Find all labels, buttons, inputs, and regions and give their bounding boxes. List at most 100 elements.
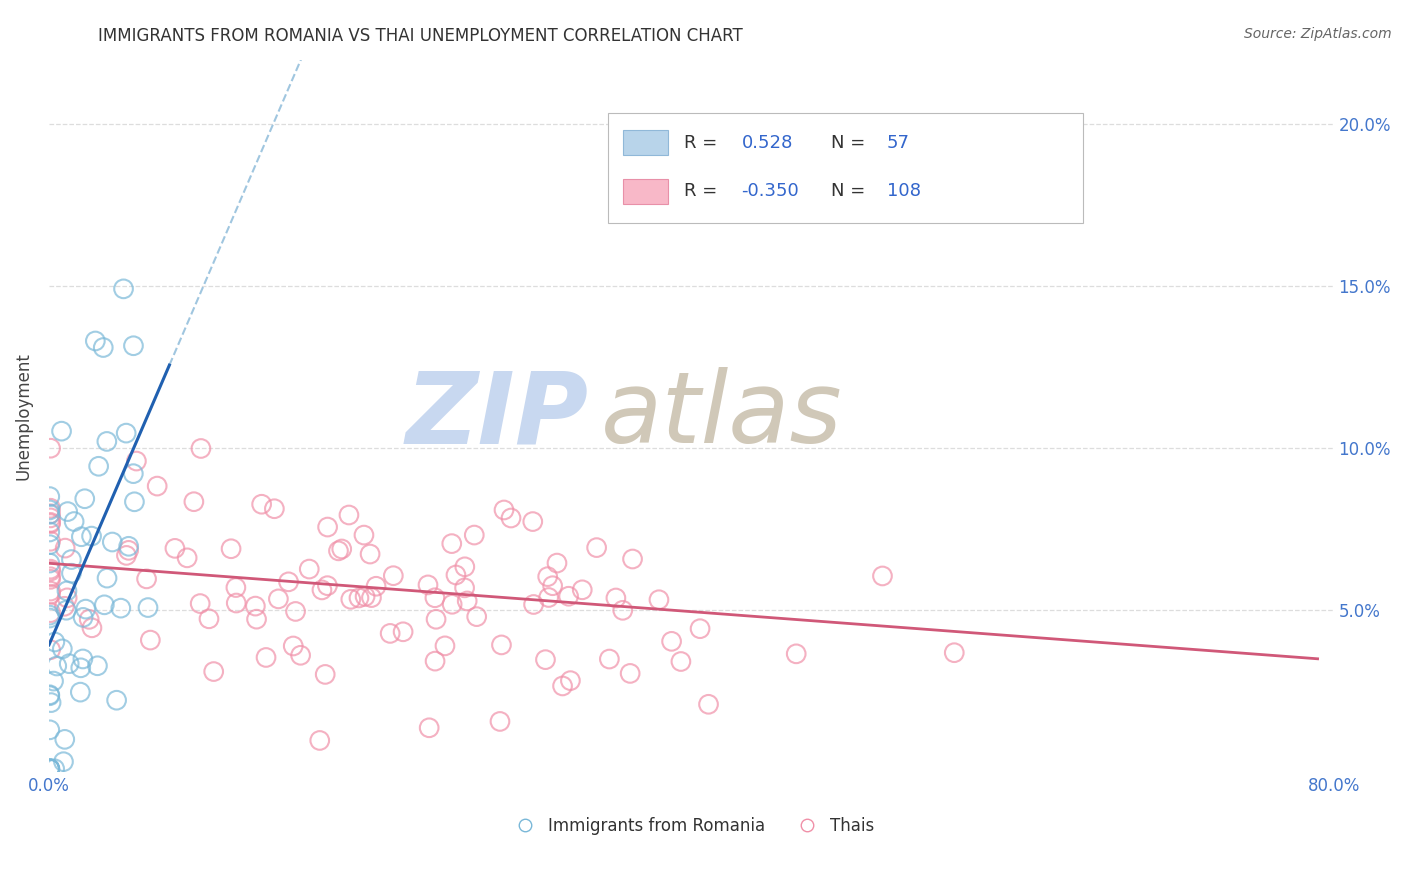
Point bbox=[146, 479, 169, 493]
Point bbox=[70, 530, 93, 544]
Point bbox=[557, 589, 579, 603]
Point bbox=[359, 547, 381, 561]
Point bbox=[112, 282, 135, 296]
Point bbox=[53, 541, 76, 555]
Point bbox=[163, 541, 186, 556]
Point bbox=[110, 601, 132, 615]
Point bbox=[263, 501, 285, 516]
Point bbox=[96, 434, 118, 449]
Point bbox=[340, 592, 363, 607]
Point bbox=[44, 635, 66, 649]
Point bbox=[198, 612, 221, 626]
Text: N =: N = bbox=[831, 182, 872, 201]
Point bbox=[38, 688, 60, 702]
Point bbox=[440, 536, 463, 550]
Point bbox=[491, 638, 513, 652]
Point bbox=[188, 597, 211, 611]
Point bbox=[38, 762, 60, 776]
Point bbox=[73, 491, 96, 506]
Point bbox=[45, 659, 67, 673]
Point bbox=[38, 762, 60, 776]
Point bbox=[347, 591, 370, 605]
Point bbox=[190, 442, 212, 456]
Point bbox=[378, 626, 401, 640]
Legend: Immigrants from Romania, Thais: Immigrants from Romania, Thais bbox=[508, 817, 875, 835]
Point bbox=[136, 600, 159, 615]
Point bbox=[416, 578, 439, 592]
Point bbox=[605, 591, 627, 605]
Point bbox=[39, 501, 62, 516]
Point bbox=[872, 569, 894, 583]
Point bbox=[87, 459, 110, 474]
Point bbox=[697, 698, 720, 712]
Point bbox=[537, 591, 560, 605]
Point bbox=[311, 582, 333, 597]
Point bbox=[225, 596, 247, 610]
Point bbox=[115, 426, 138, 441]
Point bbox=[72, 652, 94, 666]
Point bbox=[69, 661, 91, 675]
Point bbox=[364, 579, 387, 593]
Point bbox=[316, 579, 339, 593]
Point bbox=[39, 572, 62, 586]
Point bbox=[60, 566, 83, 581]
Point bbox=[522, 515, 544, 529]
Point bbox=[39, 606, 62, 620]
Point bbox=[38, 689, 60, 703]
Point bbox=[245, 599, 267, 613]
Point bbox=[39, 441, 62, 455]
Point bbox=[38, 611, 60, 625]
Point bbox=[56, 591, 79, 605]
Point bbox=[267, 591, 290, 606]
Point bbox=[105, 693, 128, 707]
Y-axis label: Unemployment: Unemployment bbox=[15, 351, 32, 480]
Point bbox=[135, 572, 157, 586]
Point bbox=[785, 647, 807, 661]
Point bbox=[39, 562, 62, 576]
Point bbox=[80, 529, 103, 543]
Point bbox=[38, 524, 60, 539]
Point bbox=[53, 732, 76, 747]
FancyBboxPatch shape bbox=[607, 113, 1083, 224]
Point bbox=[689, 622, 711, 636]
Text: IMMIGRANTS FROM ROMANIA VS THAI UNEMPLOYMENT CORRELATION CHART: IMMIGRANTS FROM ROMANIA VS THAI UNEMPLOY… bbox=[98, 27, 744, 45]
Point bbox=[284, 604, 307, 618]
Point bbox=[328, 544, 350, 558]
Point bbox=[585, 541, 607, 555]
Point bbox=[551, 679, 574, 693]
Point bbox=[69, 685, 91, 699]
Point bbox=[56, 505, 79, 519]
Point bbox=[75, 602, 97, 616]
Point bbox=[93, 598, 115, 612]
Point bbox=[38, 490, 60, 504]
Point bbox=[492, 503, 515, 517]
Point bbox=[316, 520, 339, 534]
Point bbox=[38, 762, 60, 776]
Point bbox=[39, 507, 62, 521]
Point bbox=[39, 570, 62, 584]
Point bbox=[308, 733, 330, 747]
Point bbox=[118, 539, 141, 553]
Point bbox=[38, 503, 60, 517]
Point bbox=[44, 762, 66, 776]
Point bbox=[621, 552, 644, 566]
Point bbox=[433, 639, 456, 653]
Point bbox=[101, 535, 124, 549]
Point bbox=[38, 762, 60, 776]
Point bbox=[125, 454, 148, 468]
Point bbox=[39, 584, 62, 599]
Point bbox=[546, 556, 568, 570]
Point bbox=[60, 552, 83, 566]
Bar bbox=[623, 130, 668, 155]
Point bbox=[38, 508, 60, 522]
Point bbox=[353, 528, 375, 542]
Point bbox=[122, 339, 145, 353]
Point bbox=[39, 511, 62, 525]
Text: Source: ZipAtlas.com: Source: ZipAtlas.com bbox=[1244, 27, 1392, 41]
Point bbox=[943, 646, 966, 660]
Point bbox=[51, 641, 73, 656]
Point bbox=[537, 569, 560, 583]
Point bbox=[245, 612, 267, 626]
Point bbox=[38, 723, 60, 737]
Point bbox=[648, 592, 671, 607]
